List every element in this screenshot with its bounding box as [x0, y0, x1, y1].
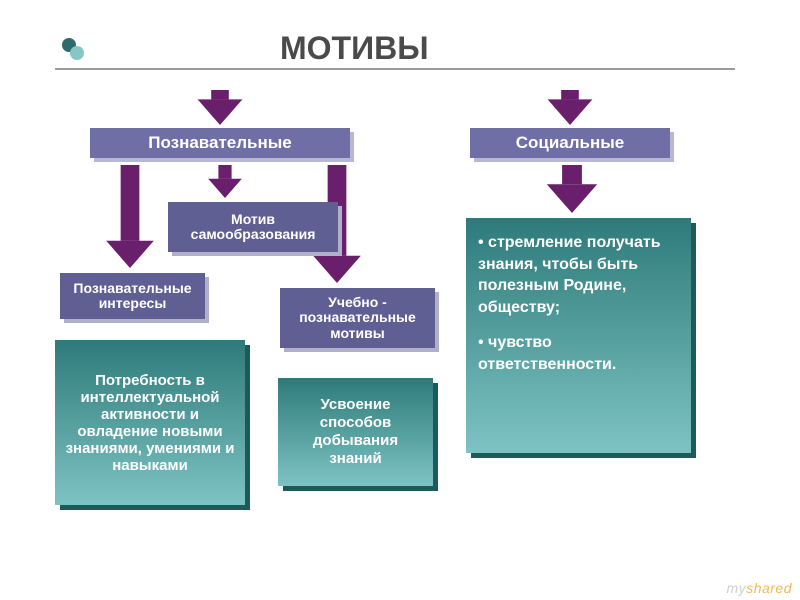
node-edu-motives-l3: мотивы	[330, 326, 384, 341]
node-social: Социальные	[470, 128, 670, 158]
panel-social-b1: стремление получать знания, чтобы быть п…	[478, 232, 679, 318]
panel-acq-l2: способов	[320, 414, 392, 432]
node-edu-motives-l2: познавательные	[299, 310, 416, 325]
panel-intellectual-need-text: Потребность в интеллектуальной активност…	[63, 372, 237, 474]
panel-acq-l1: Усвоение	[321, 396, 391, 414]
node-cognitive-label: Познавательные	[148, 133, 292, 153]
panel-acq-l4: знаний	[329, 450, 381, 468]
node-social-label: Социальные	[516, 133, 625, 153]
page-title: МОТИВЫ	[280, 30, 580, 70]
panel-acq-l3: добывания	[313, 432, 398, 450]
node-edu-motives-l1: Учебно -	[328, 295, 387, 310]
panel-acquisition: Усвоение способов добывания знаний	[278, 378, 433, 486]
watermark-shared: shared	[746, 580, 792, 596]
node-selfedu: Мотив самообразования	[168, 202, 338, 252]
node-cognitive: Познавательные	[90, 128, 350, 158]
node-selfedu-l1: Мотив	[231, 212, 275, 227]
panel-social-bullets: стремление получать знания, чтобы быть п…	[466, 218, 691, 453]
node-interests-l2: интересы	[99, 296, 167, 311]
node-selfedu-l2: самообразования	[191, 227, 316, 242]
node-edu-motives: Учебно - познавательные мотивы	[280, 288, 435, 348]
title-bullet-inner	[70, 46, 84, 60]
node-interests-l1: Познавательные	[73, 281, 191, 296]
node-interests: Познавательные интересы	[60, 273, 205, 319]
watermark: myshared	[727, 580, 792, 596]
title-rule	[55, 68, 735, 70]
watermark-my: my	[727, 580, 747, 596]
panel-social-b2: чувство ответственности.	[478, 332, 679, 375]
panel-intellectual-need: Потребность в интеллектуальной активност…	[55, 340, 245, 505]
